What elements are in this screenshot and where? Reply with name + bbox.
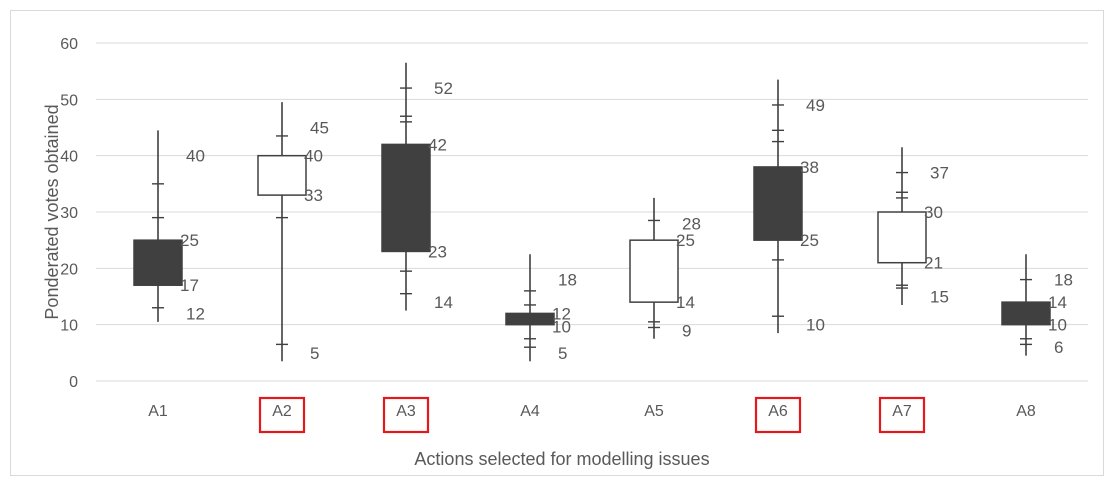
x-tick-label-a2: A2 (272, 403, 292, 420)
y-tick-label-30: 30 (60, 205, 78, 222)
data-label-a3-2: 23 (428, 242, 447, 261)
data-label-a3-1: 42 (428, 135, 447, 154)
box-a2 (257, 154, 307, 196)
data-label-a3-0: 52 (434, 79, 453, 98)
data-label-a5-2: 14 (676, 293, 695, 312)
x-tick-label-a8: A8 (1016, 403, 1036, 420)
data-label-a4-1: 12 (552, 304, 571, 323)
data-label-a2-0: 45 (310, 119, 329, 138)
x-tick-label-a1: A1 (148, 403, 168, 420)
data-label-a5-3: 9 (682, 321, 691, 340)
data-label-a8-2: 10 (1048, 316, 1067, 335)
box-a1 (133, 239, 183, 286)
x-tick-label-a6: A6 (768, 403, 788, 420)
data-label-a1-1: 25 (180, 231, 199, 250)
highlight-box-a7 (878, 396, 926, 434)
data-label-a1-3: 12 (186, 304, 205, 323)
x-tick-label-a4: A4 (520, 403, 540, 420)
y-tick-label-10: 10 (60, 318, 78, 335)
data-label-a4-0: 18 (558, 271, 577, 290)
data-label-a2-1: 40 (304, 147, 323, 166)
y-tick-label-0: 0 (69, 374, 78, 391)
data-label-a1-2: 17 (180, 276, 199, 295)
y-tick-label-40: 40 (60, 149, 78, 166)
box-a8 (1001, 301, 1051, 326)
data-label-a1-0: 40 (186, 147, 205, 166)
y-axis-title: Ponderated votes obtained (42, 104, 62, 319)
data-label-a6-0: 49 (806, 96, 825, 115)
box-a5 (629, 239, 679, 303)
data-label-a6-2: 25 (800, 231, 819, 250)
highlight-box-a3 (382, 396, 430, 434)
y-tick-label-20: 20 (60, 261, 78, 278)
data-label-a7-2: 21 (924, 254, 943, 273)
data-label-a5-0: 28 (682, 214, 701, 233)
data-label-a8-1: 14 (1048, 293, 1067, 312)
data-label-a2-2: 33 (304, 186, 323, 205)
y-tick-label-60: 60 (60, 36, 78, 53)
x-axis-title: Actions selected for modelling issues (414, 449, 709, 469)
data-label-a6-3: 10 (806, 316, 825, 335)
data-label-a3-3: 14 (434, 293, 453, 312)
highlight-box-a2 (258, 396, 306, 434)
x-tick-label-a3: A3 (396, 403, 416, 420)
highlight-box-a6 (754, 396, 802, 434)
data-label-a7-0: 37 (930, 164, 949, 183)
data-label-a4-3: 5 (558, 344, 567, 363)
x-tick-label-a5: A5 (644, 403, 664, 420)
x-tick-label-a7: A7 (892, 403, 912, 420)
data-label-a7-3: 15 (930, 288, 949, 307)
data-label-a4-2: 10 (552, 317, 571, 336)
y-tick-label-50: 50 (60, 92, 78, 109)
box-a4 (505, 312, 555, 326)
data-label-a7-1: 30 (924, 203, 943, 222)
data-label-a8-3: 6 (1054, 338, 1063, 357)
box-a7 (877, 211, 927, 264)
box-a3 (381, 143, 431, 253)
data-label-a2-3: 5 (310, 344, 319, 363)
box-a6 (753, 166, 803, 241)
data-label-a8-0: 18 (1054, 271, 1073, 290)
data-label-a6-1: 38 (800, 158, 819, 177)
data-label-a5-1: 25 (676, 231, 695, 250)
